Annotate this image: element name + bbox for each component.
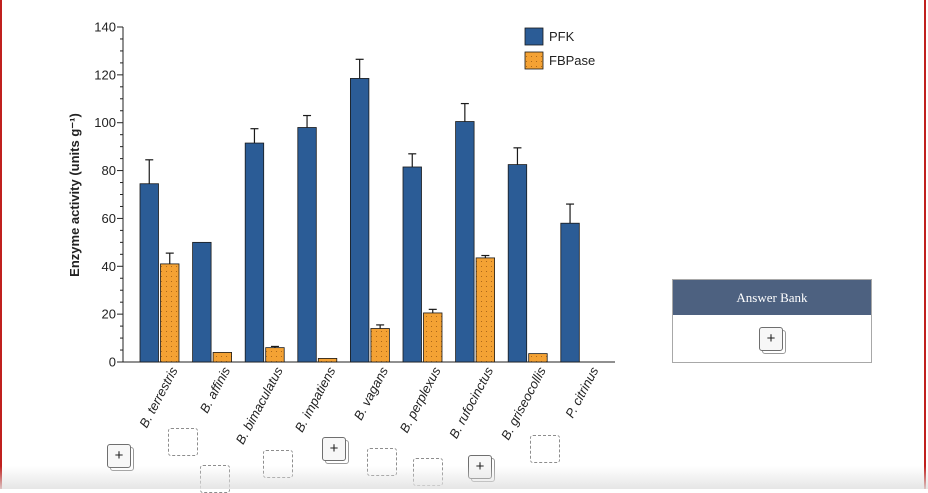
pfk-bar bbox=[402, 166, 422, 363]
left-border bbox=[0, 0, 2, 489]
category-label: B. vagans bbox=[351, 364, 392, 423]
pfk-bar bbox=[349, 78, 370, 363]
legend-swatch-fbpase bbox=[524, 51, 544, 70]
legend-label-pfk: PFK bbox=[549, 29, 575, 44]
label-drop-target-empty[interactable] bbox=[530, 435, 560, 463]
category-label: B. terrestris bbox=[136, 364, 181, 430]
y-tick-label: 20 bbox=[102, 307, 116, 322]
category-label: B. impatiens bbox=[292, 364, 339, 435]
plus-icon[interactable]: + bbox=[759, 327, 783, 351]
pfk-bar bbox=[455, 121, 475, 363]
pfk-bar bbox=[560, 222, 580, 363]
label-drop-target-filled[interactable]: + bbox=[322, 437, 349, 464]
fbpase-bar bbox=[370, 328, 390, 363]
y-tick-label: 40 bbox=[102, 259, 116, 274]
y-tick-label: 60 bbox=[102, 211, 116, 226]
fbpase-bar bbox=[423, 312, 443, 363]
category-label: B. bimaculatus bbox=[233, 364, 287, 447]
answer-bank-title: Answer Bank bbox=[673, 280, 871, 315]
category-label: B. rufocinctus bbox=[446, 364, 496, 441]
pfk-bar bbox=[297, 127, 317, 363]
fbpase-bar bbox=[317, 358, 338, 363]
fbpase-bar bbox=[475, 257, 496, 363]
plus-icon[interactable]: + bbox=[322, 437, 346, 461]
y-tick-label: 140 bbox=[94, 20, 116, 35]
y-tick-label: 100 bbox=[94, 115, 116, 130]
category-label: B. perplexus bbox=[396, 364, 443, 435]
y-tick-label: 0 bbox=[109, 355, 116, 370]
category-label: B. affinis bbox=[197, 364, 234, 416]
pfk-bar bbox=[139, 183, 159, 363]
fbpase-bar bbox=[265, 347, 285, 363]
legend-label-fbpase: FBPase bbox=[549, 53, 595, 68]
answer-bank: Answer Bank + bbox=[672, 279, 872, 363]
legend-swatch-pfk bbox=[524, 27, 544, 46]
category-label: P. citrinus bbox=[562, 364, 601, 420]
y-tick-label: 120 bbox=[94, 67, 116, 82]
fbpase-bar bbox=[212, 352, 233, 363]
y-axis-label: Enzyme activity (units g⁻¹) bbox=[67, 113, 82, 277]
answer-bank-add-button[interactable]: + bbox=[759, 327, 786, 354]
pfk-bar bbox=[192, 241, 212, 363]
plus-icon[interactable]: + bbox=[107, 444, 131, 468]
label-drop-target-empty[interactable] bbox=[168, 428, 198, 456]
category-label: B. griseocollis bbox=[498, 364, 549, 442]
bottom-scroll-fade bbox=[0, 466, 928, 489]
fbpase-bar bbox=[528, 353, 548, 363]
pfk-bar bbox=[507, 164, 528, 363]
right-border bbox=[924, 0, 926, 489]
pfk-bar bbox=[244, 142, 265, 363]
y-tick-label: 80 bbox=[102, 163, 116, 178]
fbpase-bar bbox=[160, 263, 180, 363]
